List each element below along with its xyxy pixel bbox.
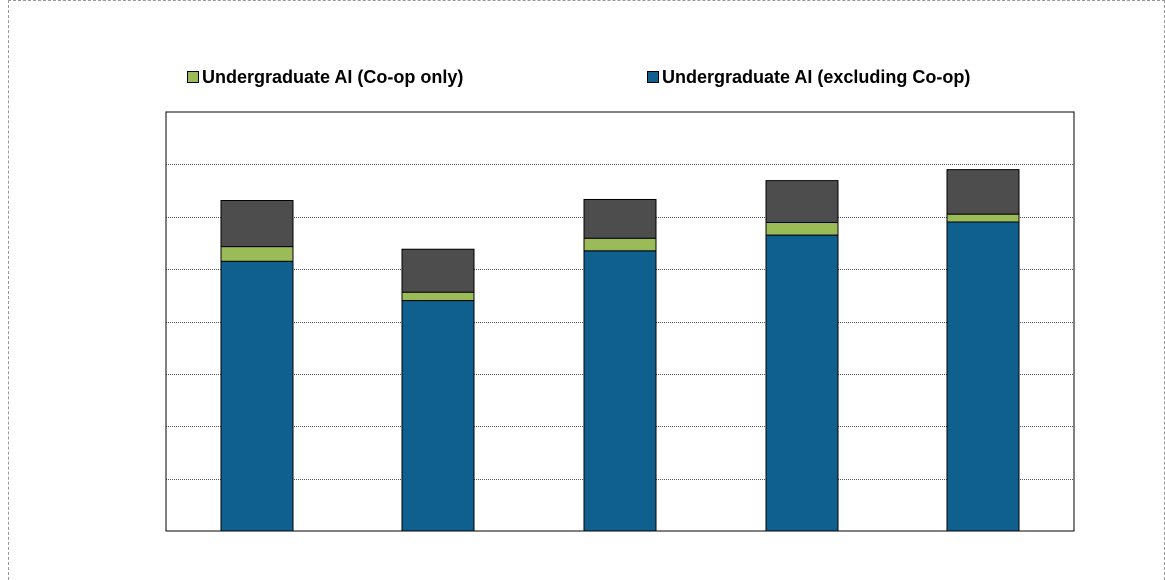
legend-label-excluding-coop: Undergraduate AI (excluding Co-op) <box>662 66 971 87</box>
bar-segment-1-category-5 <box>946 221 1020 532</box>
bar-segment-2-category-2 <box>401 291 475 302</box>
legend-swatch-excluding-coop <box>647 71 659 83</box>
legend-item-excluding-coop: Undergraduate AI (excluding Co-op) <box>647 66 970 88</box>
legend-swatch-coop-only <box>187 71 199 83</box>
bar-stack-group <box>220 169 1020 532</box>
legend-item-coop-only: Undergraduate AI (Co-op only) <box>187 66 463 88</box>
bar-segment-2-category-5 <box>946 213 1020 223</box>
bar-segment-1-category-1 <box>220 260 294 532</box>
bar-segment-1-category-3 <box>583 250 657 532</box>
bar-segment-1-category-2 <box>401 300 475 532</box>
bar-segment-3-category-3 <box>583 198 657 239</box>
bar-segment-3-category-1 <box>220 200 294 248</box>
bar-segment-3-category-4 <box>765 180 839 224</box>
legend-label-coop-only: Undergraduate AI (Co-op only) <box>202 66 464 87</box>
bar-segment-3-category-5 <box>946 169 1020 215</box>
bar-segment-2-category-4 <box>765 222 839 236</box>
bar-segment-3-category-2 <box>401 248 475 293</box>
bar-segment-2-category-3 <box>583 237 657 252</box>
plot-border <box>165 111 1075 532</box>
bar-segment-1-category-4 <box>765 234 839 532</box>
bar-segment-2-category-1 <box>220 246 294 262</box>
